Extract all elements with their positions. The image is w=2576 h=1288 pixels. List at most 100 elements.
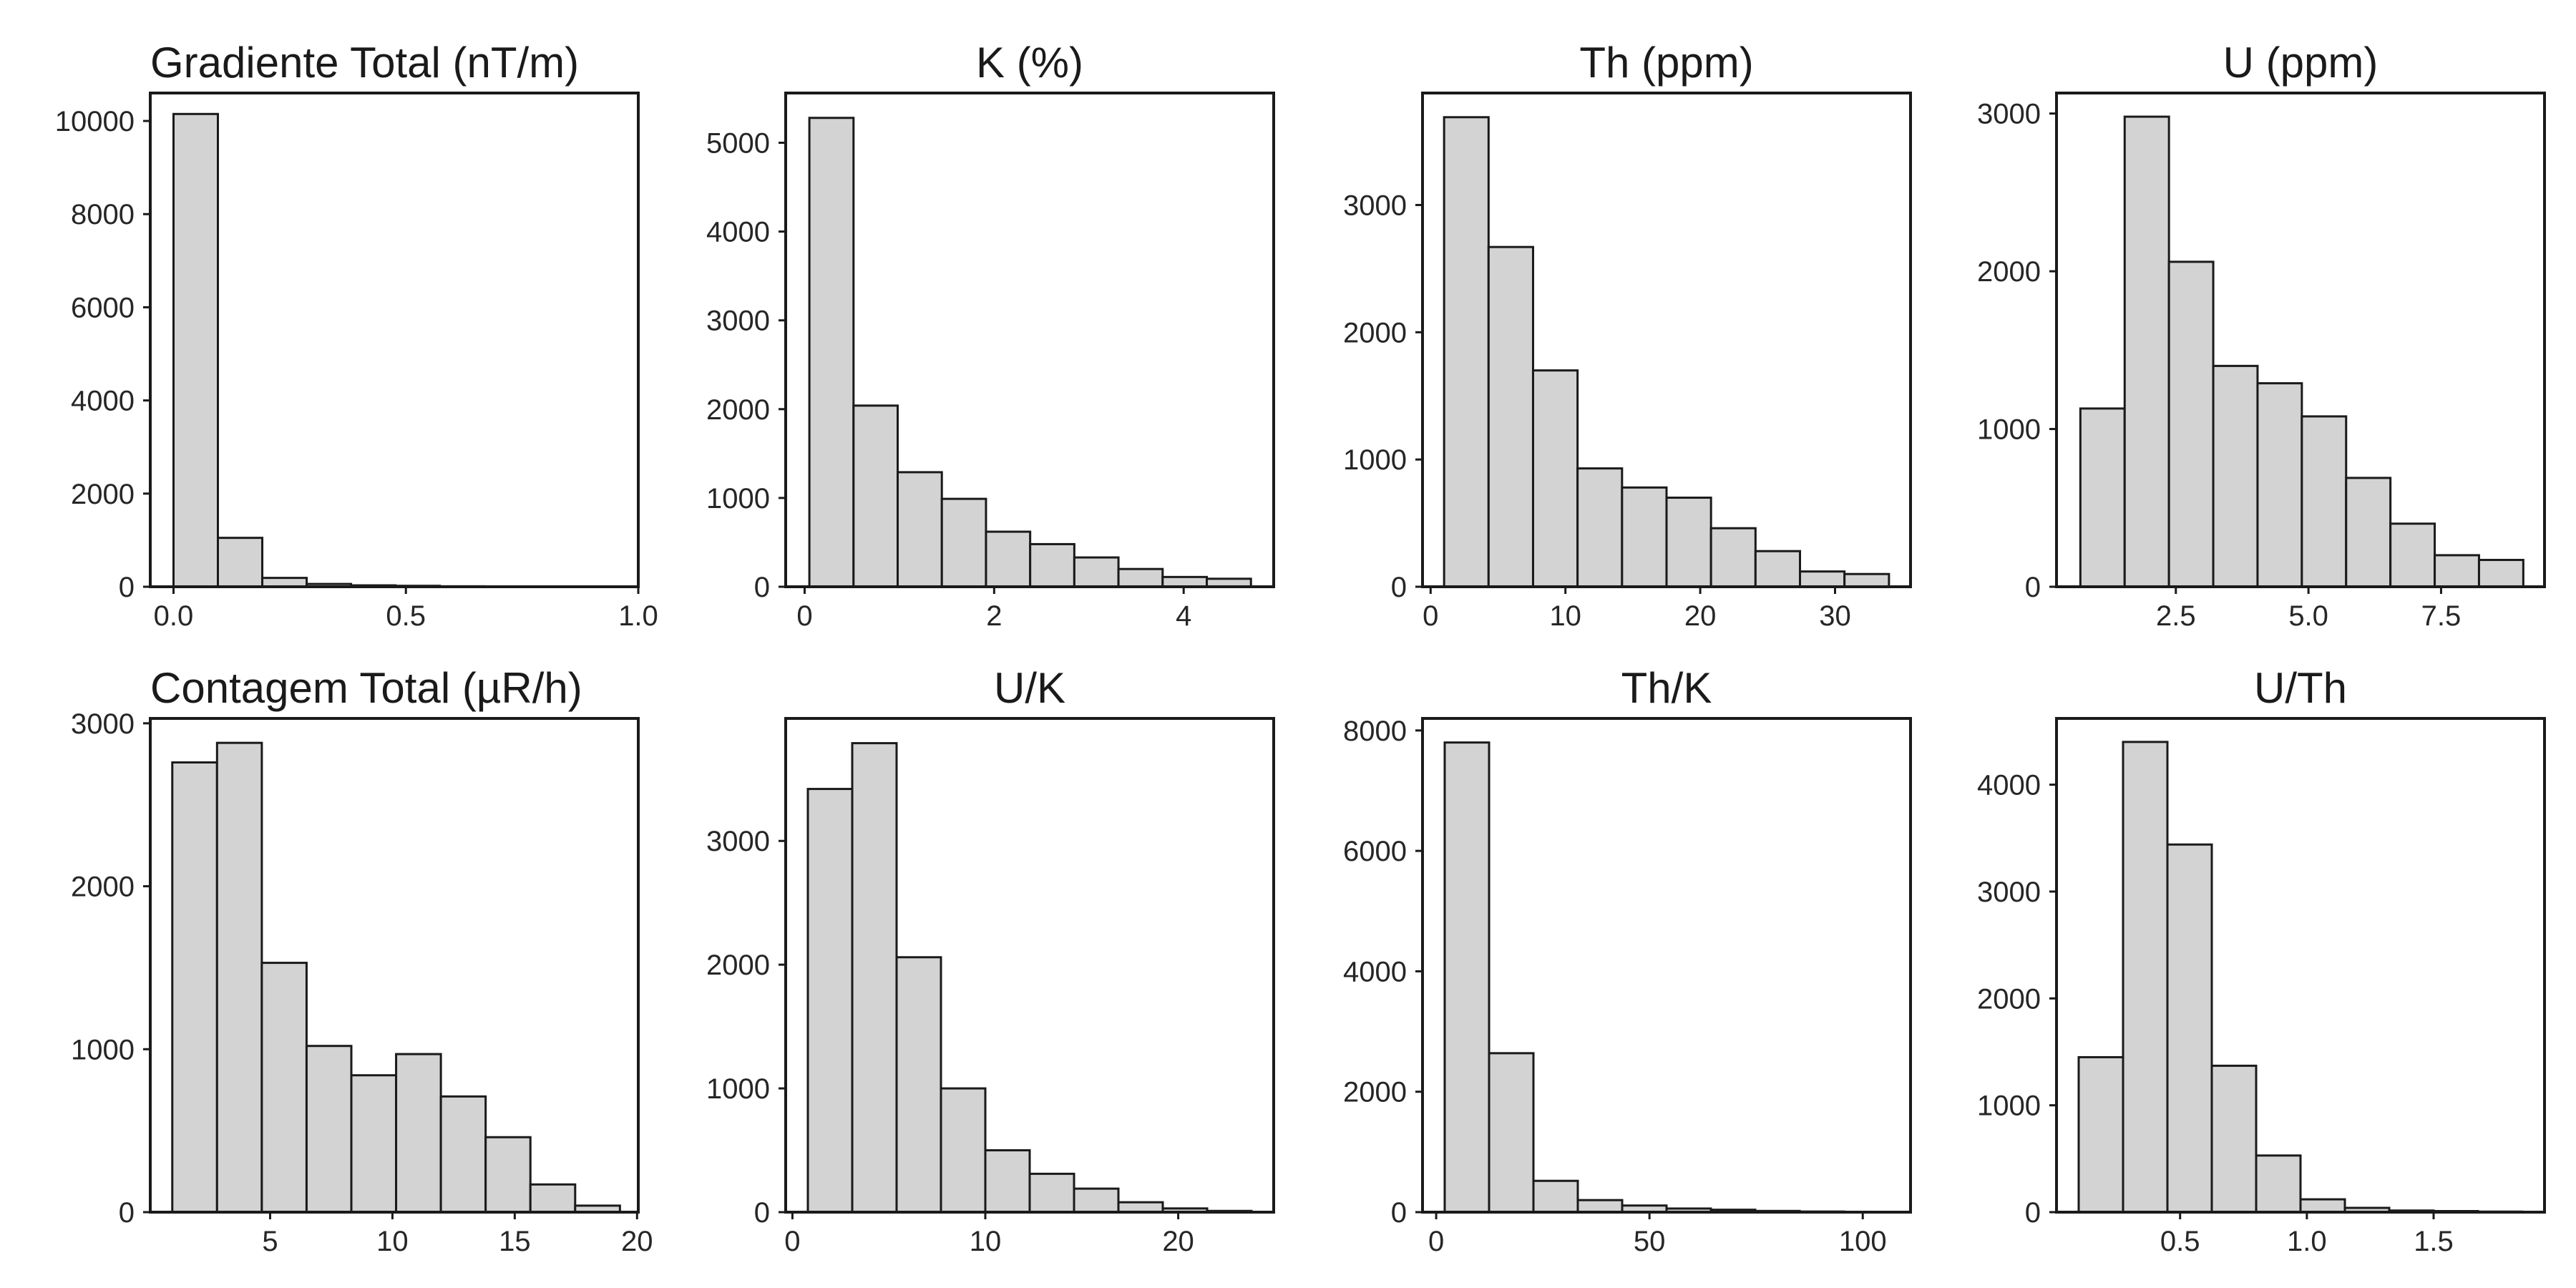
chart-title: K (%) — [976, 39, 1083, 87]
histogram-panel-8: 0.5 1.0 1.5 0 1000 2000 3000 4000 U/Th — [1977, 664, 2546, 1257]
histogram-bar — [395, 1053, 442, 1214]
y-tick-label: 2000 — [706, 394, 770, 426]
y-tick-label: 2000 — [71, 479, 135, 510]
x-tick-label: 1.0 — [618, 600, 658, 632]
x-tick-label: 7.5 — [2421, 600, 2462, 632]
plot-frame — [784, 92, 1275, 588]
chart-title: Th (ppm) — [1579, 39, 1753, 87]
histogram-panel-1: 0.0 0.5 1.0 0 2000 4000 6000 8000 10000 Gradiente… — [55, 39, 658, 632]
x-tick-label: 50 — [1634, 1226, 1666, 1257]
x-tick-label: 1.0 — [2287, 1226, 2327, 1257]
histogram-bar — [1028, 1172, 1075, 1214]
histogram-bar — [1117, 567, 1164, 588]
histogram-panel-3: 0 10 20 30 0 1000 2000 3000 Th (ppm) — [1343, 39, 1912, 632]
y-tick-label: 0 — [119, 1197, 135, 1229]
histogram-bar — [808, 117, 855, 588]
histogram-bar — [529, 1183, 577, 1214]
histogram-bar — [1073, 1187, 1120, 1214]
y-tick-label: 3000 — [1977, 99, 2041, 130]
histogram-bar — [1029, 542, 1075, 588]
y-tick-label: 1000 — [706, 1073, 770, 1105]
histogram-bar — [1843, 572, 1890, 588]
histogram-bar — [1709, 527, 1757, 588]
x-tick-label: 1.5 — [2414, 1226, 2454, 1257]
x-tick-label: 5.0 — [2288, 600, 2328, 632]
y-tick-label: 2000 — [1343, 1077, 1407, 1108]
x-tick-label: 20 — [1162, 1226, 1194, 1257]
histogram-bar — [2345, 477, 2392, 588]
histogram-bar — [1576, 1199, 1624, 1214]
x-tick-label: 0 — [784, 1226, 800, 1257]
plot-frame — [149, 717, 640, 1214]
y-tick-label: 4000 — [1977, 770, 2041, 801]
histogram-bar — [895, 956, 942, 1214]
histogram-bar — [350, 1074, 398, 1214]
x-tick-label: 5 — [262, 1226, 278, 1257]
histogram-bar — [2255, 1154, 2302, 1214]
histogram-bar — [940, 497, 987, 588]
y-tick-label: 2000 — [1977, 256, 2041, 288]
y-tick-label: 0 — [1391, 572, 1407, 603]
y-tick-label: 4000 — [706, 217, 770, 248]
histogram-bar — [2301, 415, 2348, 588]
histogram-bar — [851, 742, 898, 1214]
chart-title: Contagem Total (µR/h) — [150, 664, 582, 712]
histogram-bar — [897, 471, 943, 588]
histogram-panel-7: 0 50 100 0 2000 4000 6000 8000 Th/K — [1343, 664, 1912, 1257]
histogram-panel-5: 5 10 15 20 0 1000 2000 3000 Contagem Total (µR/h… — [71, 664, 653, 1257]
x-tick-label: 10 — [970, 1226, 1002, 1257]
histogram-bar — [260, 962, 308, 1214]
histogram-bar — [984, 1149, 1031, 1214]
y-tick-label: 3000 — [706, 306, 770, 337]
histogram-bar — [1161, 575, 1209, 588]
y-tick-label: 2000 — [1977, 983, 2041, 1015]
histogram-bar — [2167, 260, 2215, 588]
y-tick-label: 1000 — [1343, 444, 1407, 476]
histogram-panel-2: 0 2 4 0 1000 2000 3000 4000 5000 K (%) — [706, 39, 1275, 632]
histogram-bar — [2166, 843, 2213, 1214]
x-tick-label: 20 — [1684, 600, 1717, 632]
y-tick-label: 0 — [2025, 1197, 2041, 1229]
plot-frame — [149, 92, 640, 588]
histogram-bar — [2212, 364, 2259, 588]
x-tick-label: 20 — [621, 1226, 653, 1257]
histogram-bar — [1073, 556, 1120, 588]
histogram-bar — [985, 530, 1032, 588]
y-tick-label: 2000 — [1343, 317, 1407, 348]
chart-title: Th/K — [1621, 664, 1712, 712]
y-tick-label: 5000 — [706, 127, 770, 159]
plot-frame — [1421, 92, 1912, 588]
y-tick-label: 2000 — [71, 872, 135, 903]
y-tick-label: 3000 — [71, 708, 135, 740]
histogram-bar — [1532, 1179, 1579, 1214]
histogram-bar — [2122, 741, 2169, 1214]
y-tick-label: 3000 — [706, 826, 770, 857]
x-tick-label: 0 — [1428, 1226, 1444, 1257]
histogram-bar — [940, 1087, 987, 1214]
x-tick-label: 0.0 — [154, 600, 194, 632]
histogram-bar — [1799, 570, 1846, 588]
histogram-bar — [1754, 550, 1802, 588]
histogram-panel-4: 2.5 5.0 7.5 0 1000 2000 3000 U (ppm) — [1977, 39, 2546, 632]
y-tick-label: 1000 — [1977, 414, 2041, 446]
histogram-bar — [1665, 497, 1712, 588]
histogram-bar — [2210, 1064, 2258, 1214]
y-tick-label: 0 — [2025, 572, 2041, 603]
histogram-bar — [215, 741, 263, 1214]
y-tick-label: 0 — [754, 1197, 770, 1229]
histogram-panel-6: 0 10 20 0 1000 2000 3000 U/K — [706, 664, 1275, 1257]
plot-frame — [1421, 717, 1912, 1214]
histogram-bar — [852, 404, 899, 588]
x-tick-label: 100 — [1839, 1226, 1887, 1257]
histogram-bar — [1487, 245, 1534, 588]
x-tick-label: 0.5 — [386, 600, 426, 632]
y-tick-label: 0 — [1391, 1197, 1407, 1229]
histogram-bar — [1443, 741, 1491, 1214]
histogram-bar — [2389, 522, 2436, 588]
x-tick-label: 2.5 — [2156, 600, 2196, 632]
histogram-bar — [2477, 559, 2524, 588]
y-tick-label: 1000 — [1977, 1091, 2041, 1122]
histogram-bar — [2299, 1198, 2346, 1214]
histogram-bar — [2077, 1055, 2124, 1214]
